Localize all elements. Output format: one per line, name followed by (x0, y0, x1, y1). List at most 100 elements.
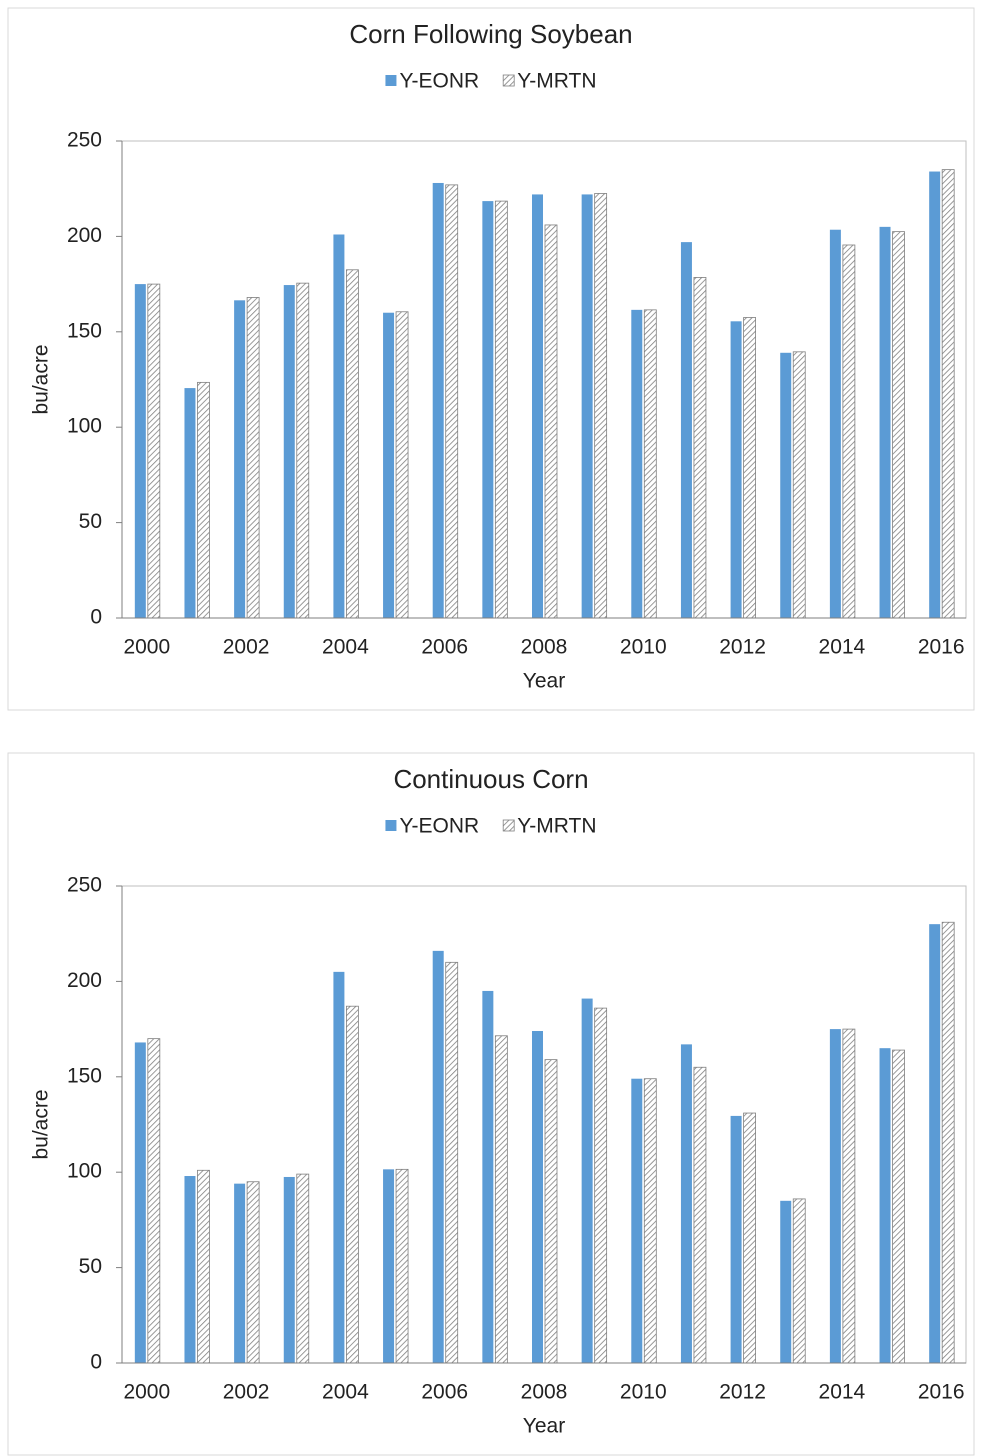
legend-swatch (385, 75, 397, 86)
bar (941, 921, 955, 1364)
bar (395, 311, 409, 619)
bar (929, 171, 941, 618)
bar (383, 1169, 395, 1363)
bar (445, 961, 459, 1364)
x-tick-label: 2014 (819, 1381, 866, 1404)
x-tick-label: 2014 (819, 636, 866, 659)
bar (693, 1066, 707, 1364)
legend-label: Y-EONR (399, 70, 479, 93)
bar (631, 309, 643, 618)
bar (383, 312, 395, 618)
bar (730, 1115, 742, 1363)
x-tick-label: 2010 (620, 1381, 667, 1404)
y-tick-label: 200 (67, 224, 102, 247)
y-tick-label: 200 (67, 969, 102, 992)
chart-title: Corn Following Soybean (349, 19, 632, 49)
bar (147, 283, 161, 619)
bar (333, 234, 345, 618)
bar (594, 193, 608, 619)
x-tick-label: 2016 (918, 636, 965, 659)
x-tick-label: 2012 (719, 636, 766, 659)
bar (494, 200, 508, 619)
x-tick-label: 2006 (421, 1381, 468, 1404)
x-tick-label: 2008 (521, 1381, 568, 1404)
bar (879, 226, 891, 619)
bar (780, 352, 792, 618)
bar (432, 950, 444, 1363)
y-tick-label: 0 (90, 606, 102, 629)
x-tick-label: 2012 (719, 1381, 766, 1404)
legend-label: Y-MRTN (517, 70, 596, 93)
legend-label: Y-MRTN (517, 815, 596, 838)
bar (842, 244, 856, 619)
y-tick-label: 150 (67, 319, 102, 342)
x-axis-title: Year (523, 670, 565, 693)
bar (494, 1035, 508, 1364)
legend: Y-EONR Y-MRTN (385, 815, 597, 838)
bar (184, 388, 196, 618)
x-tick-label: 2002 (223, 636, 270, 659)
bar (631, 1078, 643, 1363)
bar (482, 990, 494, 1363)
bar (792, 351, 806, 619)
x-tick-label: 2016 (918, 1381, 965, 1404)
legend-swatch (502, 74, 515, 87)
y-axis-title: bu/acre (30, 344, 53, 414)
x-tick-label: 2000 (123, 636, 170, 659)
bar (197, 1169, 210, 1364)
bar (346, 1005, 359, 1364)
bar (296, 282, 310, 619)
x-tick-label: 2006 (421, 636, 468, 659)
bar (333, 971, 345, 1363)
bar (743, 317, 756, 619)
legend-swatch (502, 819, 515, 832)
bar (743, 1112, 756, 1364)
bar (147, 1038, 161, 1364)
bar (432, 182, 444, 618)
bar (879, 1048, 891, 1363)
x-tick-label: 2000 (123, 1381, 170, 1404)
bar (544, 224, 558, 619)
bar (346, 269, 359, 619)
bar (184, 1176, 196, 1363)
bar (296, 1173, 310, 1364)
y-tick-label: 50 (79, 510, 102, 533)
y-tick-label: 0 (90, 1351, 102, 1374)
bar (234, 300, 246, 618)
y-tick-label: 100 (67, 415, 102, 438)
bar (234, 1183, 246, 1363)
bar (929, 924, 941, 1363)
bar (730, 321, 742, 618)
y-tick-label: 100 (67, 1160, 102, 1183)
bar (892, 1049, 905, 1364)
bar (829, 229, 841, 619)
bar (134, 1042, 146, 1363)
x-tick-label: 2004 (322, 1381, 369, 1404)
chart: Corn Following Soybean Y-EONR Y-MRTN 0 50 100… (7, 7, 975, 711)
bar (395, 1168, 409, 1364)
legend-swatch (385, 820, 397, 831)
bar (792, 1198, 806, 1364)
x-tick-label: 2008 (521, 636, 568, 659)
bar (532, 1031, 543, 1363)
bar (643, 1078, 657, 1364)
bar (544, 1059, 558, 1364)
bar (941, 169, 955, 619)
bar (283, 285, 295, 618)
bar (532, 194, 543, 618)
y-tick-label: 50 (79, 1255, 102, 1278)
bar (643, 309, 657, 619)
bar (581, 998, 593, 1363)
y-axis-title: bu/acre (30, 1089, 53, 1159)
bar (594, 1007, 608, 1364)
bar (780, 1200, 792, 1363)
y-tick-label: 250 (67, 874, 102, 897)
bar (829, 1029, 841, 1363)
y-tick-label: 150 (67, 1064, 102, 1087)
bar (581, 194, 593, 618)
bar (197, 381, 210, 619)
legend: Y-EONR Y-MRTN (385, 70, 597, 93)
x-axis-title: Year (523, 1415, 565, 1438)
